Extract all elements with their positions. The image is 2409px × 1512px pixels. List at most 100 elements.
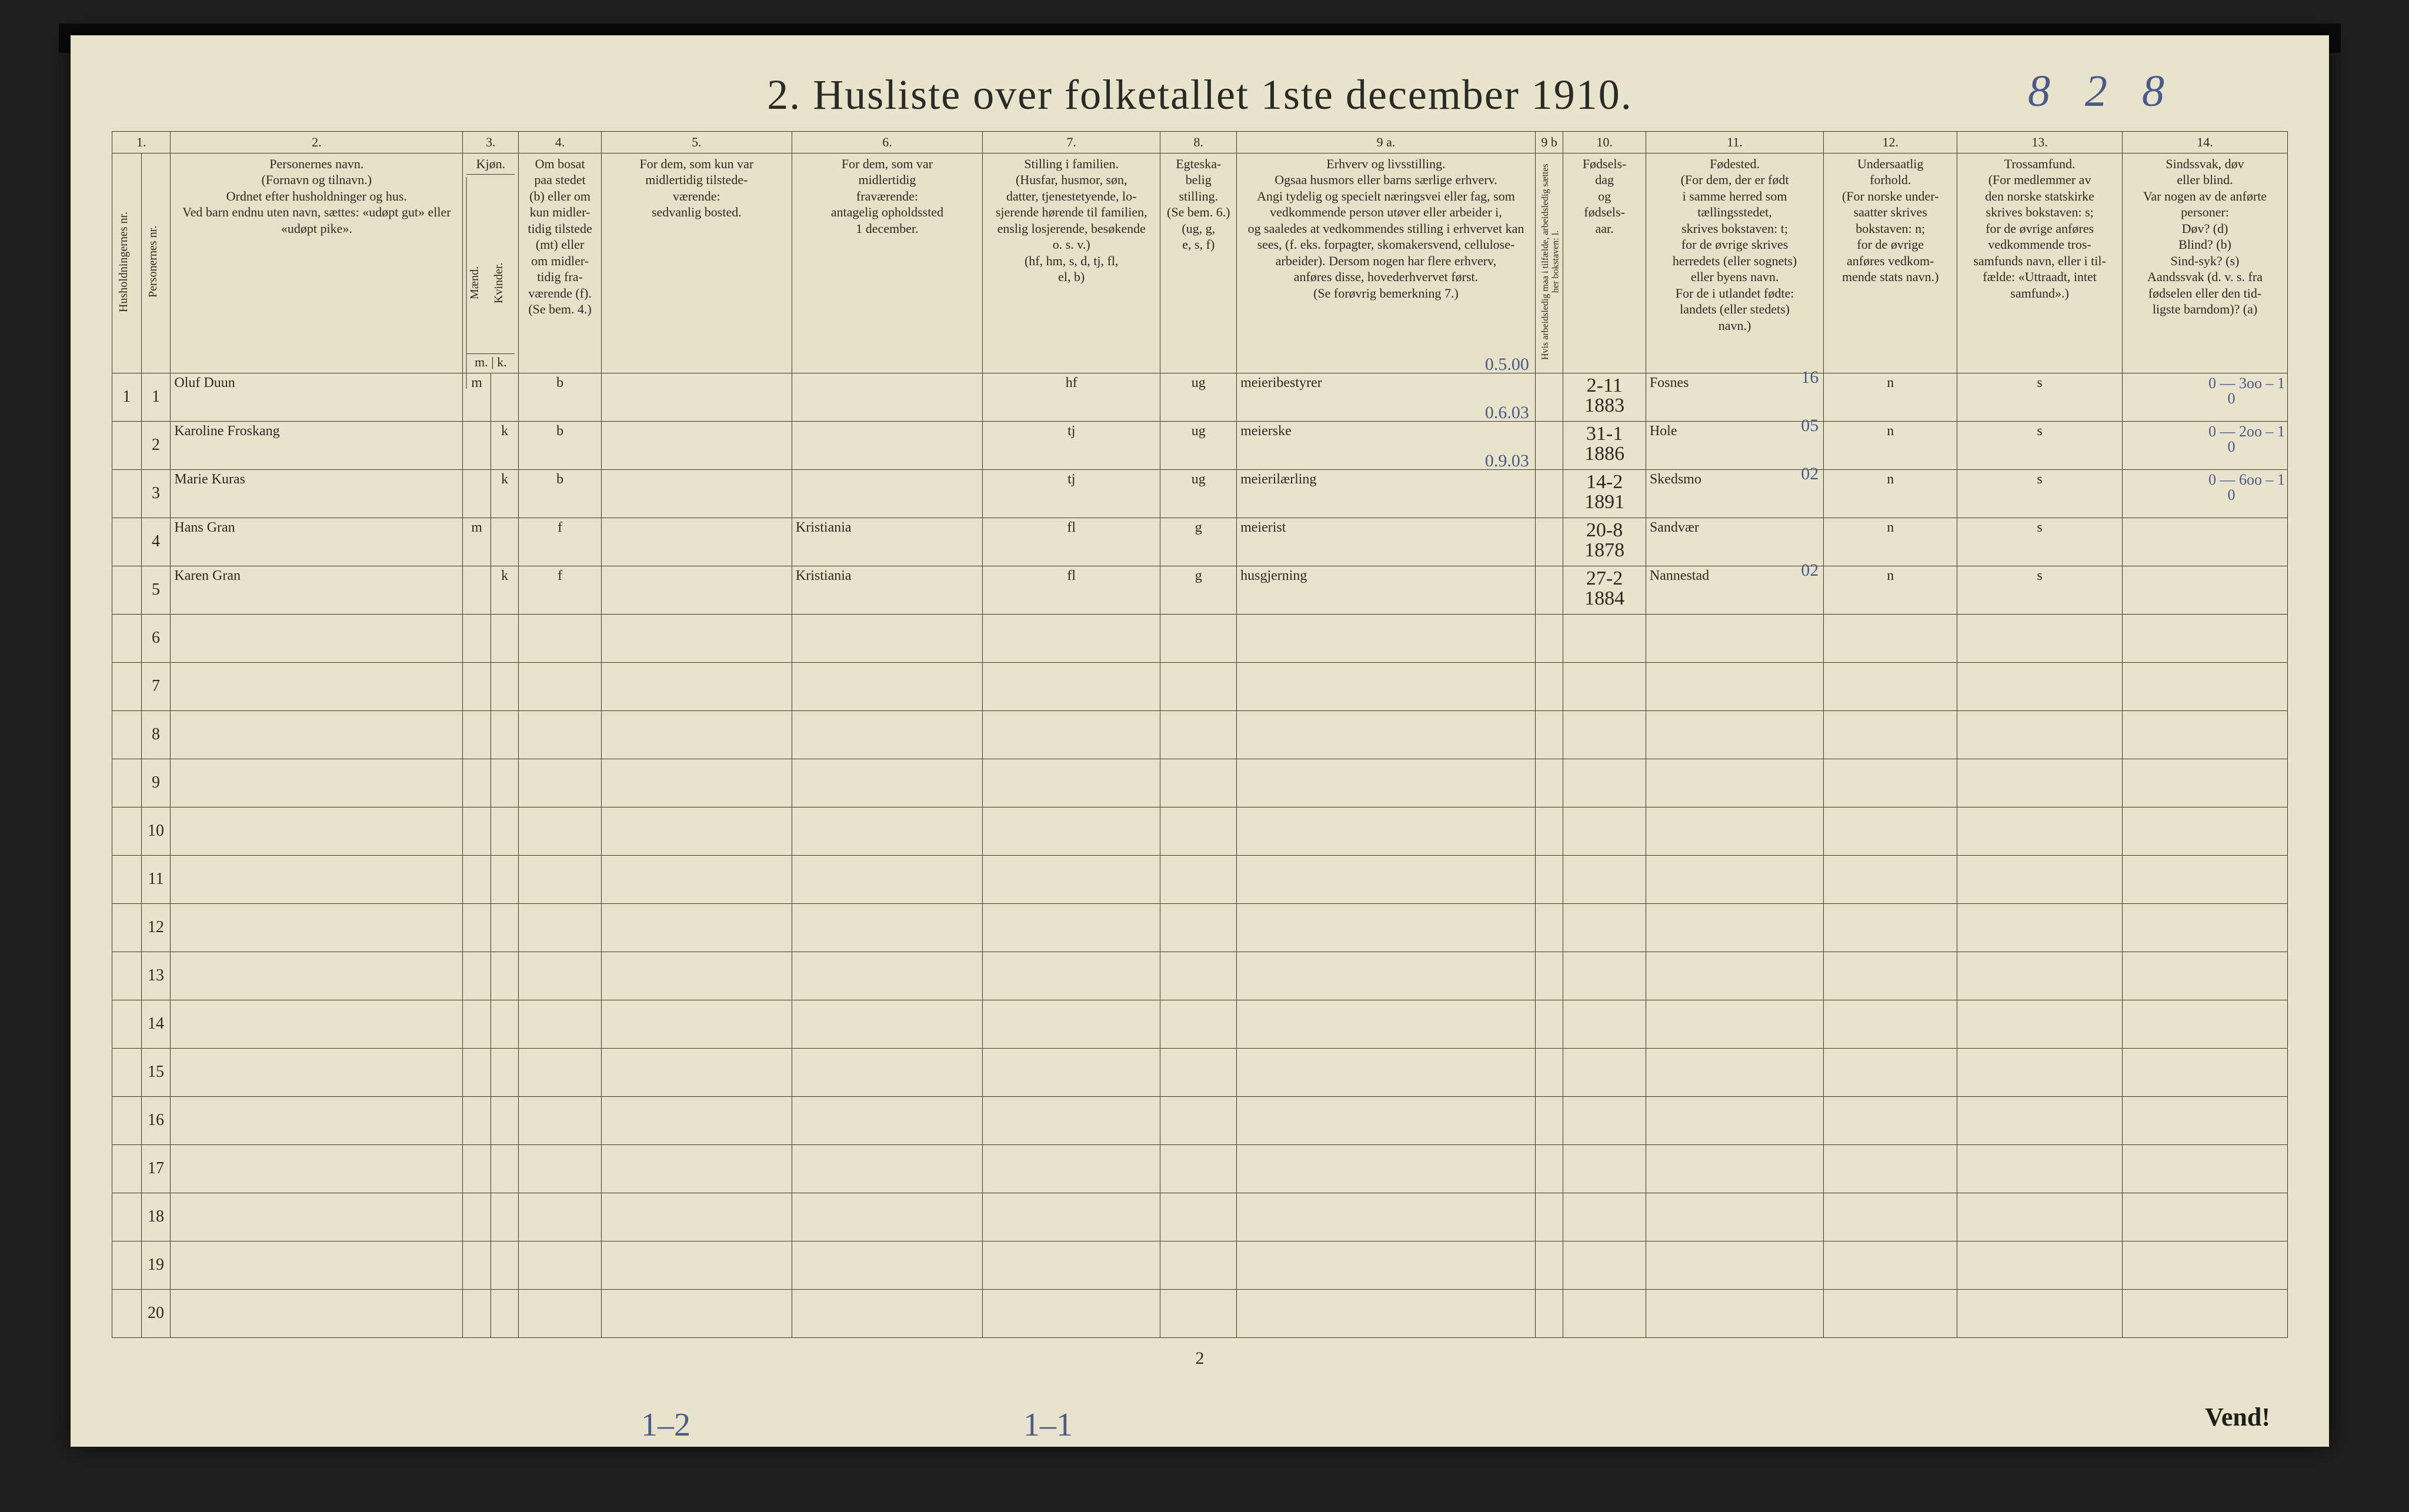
cell <box>463 614 491 662</box>
cell <box>171 1048 463 1096</box>
cell: Kristiania <box>792 518 982 566</box>
cell <box>463 1096 491 1144</box>
cell <box>1237 710 1536 759</box>
cell <box>491 1048 519 1096</box>
cell: Hole05 <box>1646 421 1823 469</box>
cell <box>463 903 491 952</box>
cell <box>1563 1193 1646 1241</box>
cell <box>983 1289 1160 1337</box>
cell <box>1957 1193 2123 1241</box>
cell <box>601 469 792 518</box>
cell <box>491 952 519 1000</box>
table-row-empty: 20 <box>112 1289 2288 1337</box>
cell <box>1535 469 1563 518</box>
table-row: 2Karoline Froskangkbtjugmeierske0.6.0331… <box>112 421 2288 469</box>
cell <box>1535 1000 1563 1048</box>
colnum-7: 7. <box>983 132 1160 153</box>
cell <box>601 1144 792 1193</box>
table-row: 4Hans GranmfKristianiaflgmeierist20-8 18… <box>112 518 2288 566</box>
cell <box>491 710 519 759</box>
cell <box>463 566 491 614</box>
table-row-empty: 10 <box>112 807 2288 855</box>
cell <box>1824 710 1957 759</box>
cell <box>1957 1048 2123 1096</box>
cell <box>171 662 463 710</box>
cell <box>463 1193 491 1241</box>
hdr-fravaer: For dem, som var midlertidig fraværende:… <box>792 153 982 373</box>
cell <box>1237 1193 1536 1241</box>
cell <box>1160 1000 1237 1048</box>
cell: hf <box>983 373 1160 421</box>
cell: s <box>1957 566 2123 614</box>
cell: 12 <box>141 903 171 952</box>
cell: n <box>1824 469 1957 518</box>
cell <box>601 1000 792 1048</box>
cell: Fosnes16 <box>1646 373 1823 421</box>
cell <box>1535 807 1563 855</box>
cell <box>1646 1048 1823 1096</box>
cell <box>1160 614 1237 662</box>
cell <box>519 1289 601 1337</box>
cell <box>112 1096 142 1144</box>
pencil-annotation: 0.6.03 <box>1485 404 1529 422</box>
colnum-6: 6. <box>792 132 982 153</box>
cell <box>519 1241 601 1289</box>
cell <box>1646 662 1823 710</box>
cell <box>1535 1193 1563 1241</box>
cell <box>1563 710 1646 759</box>
cell: ug <box>1160 373 1237 421</box>
cell <box>1646 1193 1823 1241</box>
cell: 0 — 3oo – 1 0 <box>2123 373 2288 421</box>
cell: ug <box>1160 421 1237 469</box>
cell <box>1646 759 1823 807</box>
cell <box>792 903 982 952</box>
cell <box>601 807 792 855</box>
cell <box>491 1000 519 1048</box>
cell <box>463 759 491 807</box>
table-row-empty: 11 <box>112 855 2288 903</box>
cell: Karen Gran <box>171 566 463 614</box>
cell: 16 <box>141 1096 171 1144</box>
cell: m <box>463 373 491 421</box>
hdr-sex-title: Kjøn. <box>466 156 515 175</box>
cell <box>519 1048 601 1096</box>
cell: 5 <box>141 566 171 614</box>
cell <box>792 1048 982 1096</box>
cell: 9 <box>141 759 171 807</box>
cell: 18 <box>141 1193 171 1241</box>
cell <box>519 614 601 662</box>
hdr-erhverv: Erhverv og livsstilling. Ogsaa husmors e… <box>1237 153 1536 373</box>
cell <box>1237 614 1536 662</box>
cell: Nannestad02 <box>1646 566 1823 614</box>
colnum-14: 14. <box>2123 132 2288 153</box>
cell <box>1646 1000 1823 1048</box>
cell <box>1646 855 1823 903</box>
cell <box>1160 1241 1237 1289</box>
cell: 14 <box>141 1000 171 1048</box>
cell <box>519 855 601 903</box>
cell <box>792 1289 982 1337</box>
cell: 0 — 6oo – 1 0 <box>2123 469 2288 518</box>
cell <box>112 662 142 710</box>
cell <box>112 1193 142 1241</box>
cell: 19 <box>141 1241 171 1289</box>
cell <box>983 1096 1160 1144</box>
cell <box>519 807 601 855</box>
cell <box>491 1289 519 1337</box>
cell <box>792 614 982 662</box>
footer-scribble-left: 1–2 <box>641 1406 690 1444</box>
hdr-pn: Personernes nr. <box>141 153 171 373</box>
hdr-egt: Egteska- belig stilling. (Se bem. 6.) (u… <box>1160 153 1237 373</box>
cell: 2 <box>141 421 171 469</box>
cell <box>1646 952 1823 1000</box>
cell <box>1957 903 2123 952</box>
table-row: 11Oluf Duunmbhfugmeieribestyrer0.5.002-1… <box>112 373 2288 421</box>
cell <box>491 1193 519 1241</box>
cell <box>792 1193 982 1241</box>
cell <box>601 566 792 614</box>
cell <box>491 1241 519 1289</box>
cell <box>112 566 142 614</box>
cell: 14-2 1891 <box>1563 469 1646 518</box>
footer-page-number: 2 <box>1196 1349 1204 1369</box>
cell <box>1824 1289 1957 1337</box>
